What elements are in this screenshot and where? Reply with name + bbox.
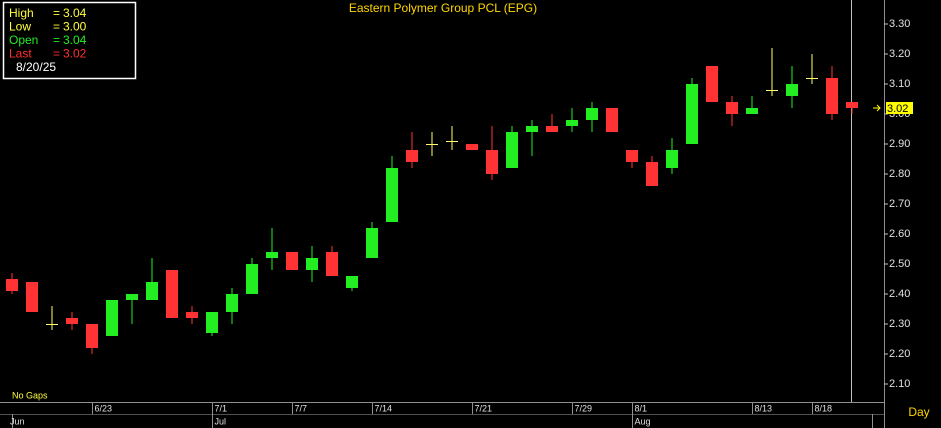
- candle-body: [286, 252, 298, 270]
- candle-body: [466, 144, 478, 150]
- info-sep: =: [53, 6, 60, 20]
- candle-body: [366, 228, 378, 258]
- candle-body: [326, 252, 338, 276]
- info-value: 3.04: [63, 6, 87, 20]
- info-value: 3.04: [63, 33, 87, 47]
- plot: 2.10 2.20 2.30 2.40 2.50 2.60 2.70 2.80 2.90 3.00…: [6, 18, 913, 428]
- y-tick-label: 2.70: [889, 198, 910, 210]
- candle-body: [386, 168, 398, 222]
- month-label: Jul: [215, 416, 227, 426]
- y-tick-label: 2.20: [889, 348, 910, 360]
- candle-body: [486, 150, 498, 174]
- y-tick-label: 2.10: [889, 378, 910, 390]
- info-label: Open: [9, 33, 38, 47]
- x-tick-label: 8/1: [635, 403, 648, 413]
- candle-body: [626, 150, 638, 162]
- y-tick-label: 3.30: [889, 18, 910, 30]
- x-tick-label: 7/14: [375, 403, 393, 413]
- candle-body: [86, 324, 98, 348]
- candle-body: [446, 141, 458, 142]
- candle-body: [106, 300, 118, 336]
- candle-body: [686, 84, 698, 144]
- info-value: 3.02: [63, 47, 87, 61]
- candle-body: [186, 312, 198, 318]
- gap-note: No Gaps: [12, 390, 48, 400]
- y-tick-label: 2.40: [889, 288, 910, 300]
- y-tick-label: 3.20: [889, 48, 910, 60]
- info-sep: =: [53, 20, 60, 34]
- candle-body: [846, 102, 858, 108]
- candle-body: [406, 150, 418, 162]
- candle-body: [306, 258, 318, 270]
- period-label: Day: [908, 405, 929, 419]
- candle-body: [606, 108, 618, 132]
- info-sep: =: [53, 33, 60, 47]
- candle-body: [766, 90, 778, 91]
- candle-body: [706, 66, 718, 102]
- chart-title: Eastern Polymer Group PCL (EPG): [349, 1, 537, 15]
- candle-body: [746, 108, 758, 114]
- y-tick-label: 3.10: [889, 78, 910, 90]
- candle-body: [426, 144, 438, 145]
- month-label: Jun: [10, 416, 25, 426]
- candle-body: [826, 78, 838, 114]
- candle-body: [726, 102, 738, 114]
- candle-body: [66, 318, 78, 324]
- info-label: High: [9, 6, 34, 20]
- y-tick-label: 2.80: [889, 168, 910, 180]
- info-label: Last: [9, 47, 32, 61]
- candle-body: [126, 294, 138, 300]
- candle-body: [26, 282, 38, 312]
- x-tick-label: 8/18: [815, 403, 833, 413]
- candle-body: [266, 252, 278, 258]
- candle-body: [146, 282, 158, 300]
- candle-body: [346, 276, 358, 288]
- candle-body: [526, 126, 538, 132]
- candle-body: [226, 294, 238, 312]
- candle-body: [166, 270, 178, 318]
- candle-body: [566, 120, 578, 126]
- last-price-arrow: [873, 104, 881, 112]
- candle-body: [6, 279, 18, 291]
- info-value: 3.00: [63, 20, 87, 34]
- candle-body: [646, 162, 658, 186]
- info-date: 8/20/25: [16, 60, 56, 74]
- y-tick-label: 2.90: [889, 138, 910, 150]
- candle-body: [206, 312, 218, 333]
- candle-body: [806, 78, 818, 79]
- y-tick-label: 2.60: [889, 228, 910, 240]
- y-tick-label: 2.50: [889, 258, 910, 270]
- month-label: Aug: [635, 416, 651, 426]
- candle-body: [786, 84, 798, 96]
- info-label: Low: [9, 20, 31, 34]
- last-price-label: 3.02: [887, 103, 908, 115]
- x-tick-label: 8/13: [755, 403, 773, 413]
- candle-body: [506, 132, 518, 168]
- x-tick-label: 7/1: [215, 403, 228, 413]
- last-price-tag: [886, 102, 913, 114]
- x-tick-label: 7/29: [575, 403, 593, 413]
- x-tick-label: 6/23: [95, 403, 113, 413]
- x-tick-label: 7/21: [475, 403, 493, 413]
- info-sep: =: [53, 47, 60, 61]
- x-tick-label: 7/7: [295, 403, 308, 413]
- candle-body: [666, 150, 678, 168]
- candle-body: [246, 264, 258, 294]
- candle-body: [46, 324, 58, 325]
- candle-body: [546, 126, 558, 132]
- info-border: [2, 1, 137, 80]
- y-tick-label: 2.30: [889, 318, 910, 330]
- candle-body: [586, 108, 598, 120]
